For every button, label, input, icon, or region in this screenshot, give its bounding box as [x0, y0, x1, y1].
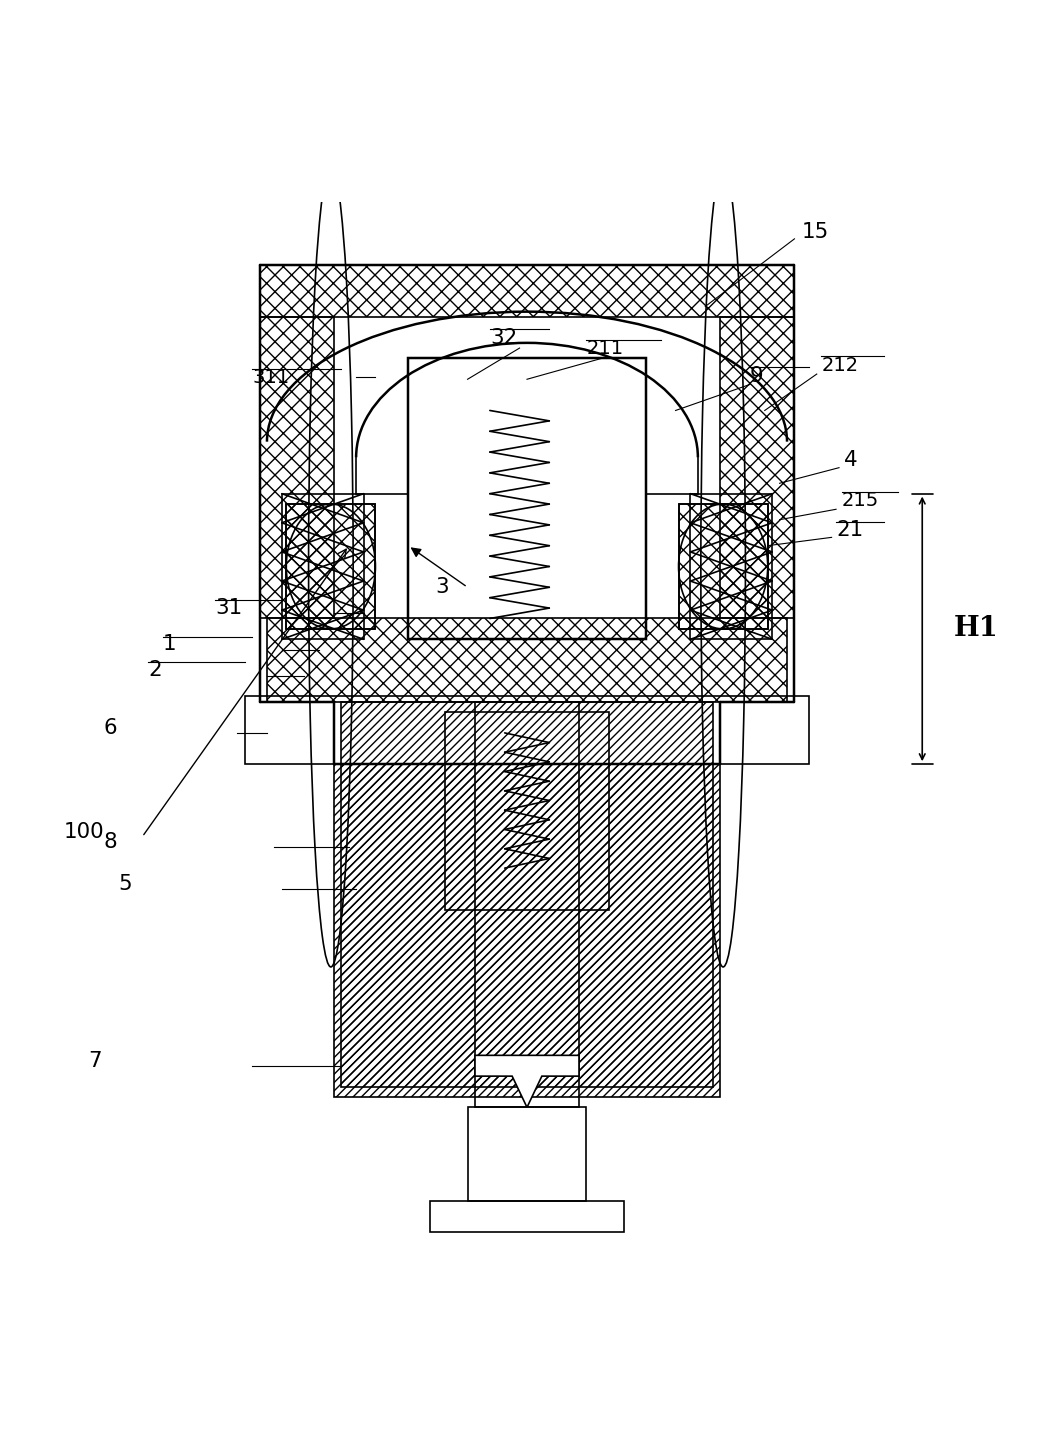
- Bar: [468, 1107, 586, 1201]
- Text: 5: 5: [118, 874, 132, 893]
- Bar: [287, 504, 375, 629]
- Text: 9: 9: [749, 366, 763, 386]
- Bar: [690, 494, 773, 639]
- Text: 215: 215: [842, 491, 879, 510]
- Text: 21: 21: [836, 520, 863, 540]
- Polygon shape: [475, 1055, 579, 1107]
- Bar: [259, 316, 334, 618]
- Bar: [445, 712, 609, 910]
- Text: 6: 6: [103, 718, 117, 738]
- Bar: [475, 702, 579, 1107]
- Bar: [245, 696, 809, 764]
- Bar: [720, 316, 795, 618]
- Text: 2: 2: [149, 660, 161, 681]
- Text: 15: 15: [802, 221, 829, 241]
- Text: 211: 211: [586, 338, 624, 357]
- Text: H1: H1: [954, 616, 998, 643]
- Bar: [281, 494, 364, 639]
- Text: 1: 1: [163, 634, 177, 655]
- Bar: [679, 504, 767, 629]
- Bar: [287, 504, 375, 629]
- Bar: [408, 358, 646, 639]
- Text: 212: 212: [821, 357, 858, 376]
- Bar: [430, 1201, 624, 1233]
- Text: 8: 8: [103, 832, 117, 853]
- Bar: [679, 504, 767, 629]
- Text: 31: 31: [215, 598, 242, 618]
- Text: 311: 311: [252, 367, 289, 387]
- Text: 7: 7: [89, 1051, 102, 1071]
- Text: 3: 3: [435, 578, 449, 597]
- Bar: [267, 618, 787, 702]
- Bar: [259, 264, 795, 316]
- Text: 100: 100: [64, 822, 104, 841]
- Text: 32: 32: [490, 328, 518, 348]
- Text: 4: 4: [843, 451, 857, 471]
